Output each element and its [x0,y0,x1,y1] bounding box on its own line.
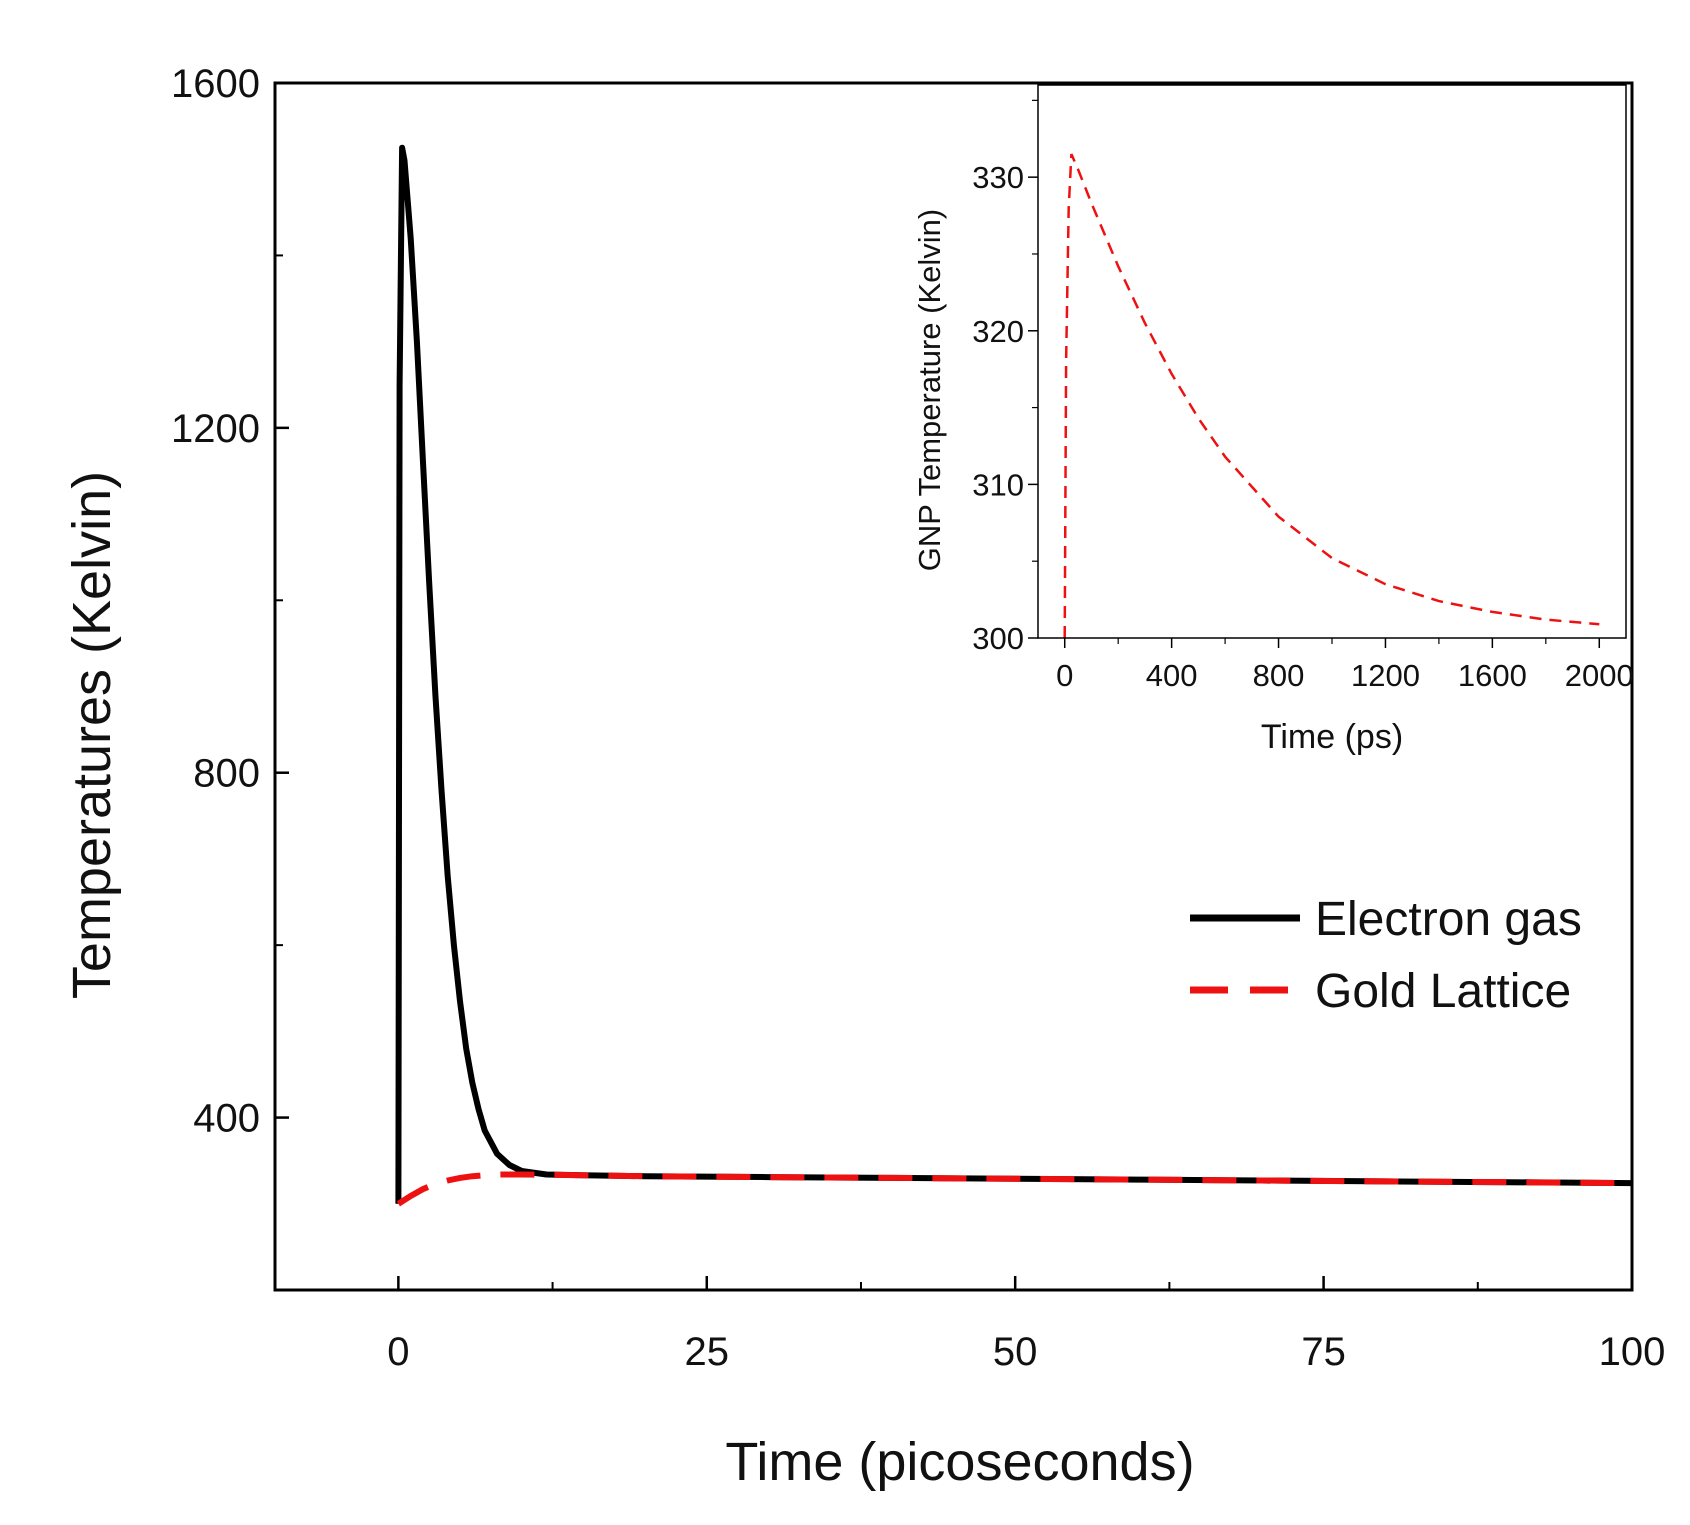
main-chart: 0 25 50 75 100 400 800 1200 1600 Time (picosecon… [62,62,1665,1492]
inset-y-tick-label: 330 [972,160,1024,195]
inset-x-tick-label: 1200 [1351,658,1420,693]
inset-x-tick-label: 0 [1056,658,1073,693]
inset-axis-ticks: 0 400 800 1200 1600 2000 300 310 320 330 [972,99,1634,693]
main-x-axis-label: Time (picoseconds) [725,1432,1194,1492]
main-y-tick-label: 400 [193,1097,260,1141]
legend: Electron gas Gold Lattice [1190,893,1582,1018]
main-x-tick-label: 25 [685,1330,730,1374]
inset-series-layer [1063,153,1600,639]
main-x-tick-label: 100 [1599,1330,1666,1374]
inset-background [1038,85,1626,638]
legend-label-electron-gas: Electron gas [1315,893,1582,946]
main-y-axis-label: Temperatures (Kelvin) [62,471,122,999]
series-line-gnp-temperature [1063,153,1600,639]
inset-x-axis-label: Time (ps) [1261,718,1403,756]
main-x-tick-label: 0 [387,1330,409,1374]
main-y-tick-label: 1200 [171,407,260,451]
main-plot-frame [273,81,1634,1292]
main-x-tick-label: 75 [1301,1330,1346,1374]
inset-y-axis-label: GNP Temperature (Kelvin) [912,209,947,571]
main-series-layer [395,144,1633,1207]
inset-x-tick-label: 800 [1253,658,1305,693]
inset-x-tick-label: 2000 [1565,658,1634,693]
main-x-tick-label: 50 [993,1330,1038,1374]
main-y-tick-label: 1600 [171,62,260,106]
inset-y-tick-label: 300 [972,621,1024,656]
inset-y-tick-label: 320 [972,314,1024,349]
inset-x-tick-label: 400 [1146,658,1198,693]
inset-chart: 0 400 800 1200 1600 2000 300 310 320 330 Time (ps… [912,84,1634,756]
main-y-tick-label: 800 [193,752,260,796]
main-axis-ticks: 0 25 50 75 100 400 800 1200 1600 [171,62,1665,1374]
inset-x-tick-label: 1600 [1458,658,1527,693]
legend-label-gold-lattice: Gold Lattice [1315,965,1571,1018]
inset-y-tick-label: 310 [972,467,1024,502]
